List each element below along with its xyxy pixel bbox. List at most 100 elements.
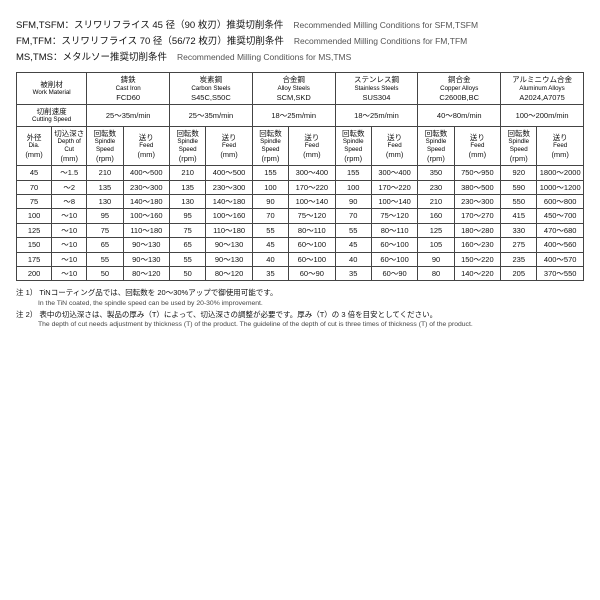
header-speed-value: 25～35m/min	[87, 104, 170, 126]
header-material: ステンレス鋼Stainless SteelsSUS304	[335, 73, 418, 105]
table-row: 70～2135230～300135230～300100170～220100170…	[17, 180, 584, 194]
header-feed: 送りFeed(mm)	[206, 127, 252, 166]
table-row: 150～106590～1306590～1304560～1004560～10010…	[17, 238, 584, 252]
header-work-material: 被削材Work Material	[17, 73, 87, 105]
cell-doc: ～10	[52, 223, 87, 237]
cell-feed: 1000～1200	[537, 180, 584, 194]
cell-rpm: 130	[87, 195, 123, 209]
cell-dia: 125	[17, 223, 52, 237]
cell-feed: 170～220	[371, 180, 417, 194]
cell-feed: 80～110	[371, 223, 417, 237]
cell-feed: 370～550	[537, 266, 584, 280]
cell-rpm: 105	[418, 238, 454, 252]
cell-feed: 80～120	[206, 266, 252, 280]
cell-rpm: 95	[170, 209, 206, 223]
cell-rpm: 210	[170, 166, 206, 180]
cell-feed: 110～180	[123, 223, 169, 237]
cell-rpm: 50	[87, 266, 123, 280]
cell-rpm: 75	[170, 223, 206, 237]
header-rpm: 回転数Spindle Speed(rpm)	[252, 127, 288, 166]
cell-rpm: 135	[170, 180, 206, 194]
cell-rpm: 65	[170, 238, 206, 252]
cell-doc: ～10	[52, 209, 87, 223]
title-row: MS,TMS：メタルソー推奨切削条件Recommended Milling Co…	[16, 50, 584, 66]
cell-feed: 80～120	[123, 266, 169, 280]
cell-feed: 100～160	[123, 209, 169, 223]
cell-feed: 140～180	[123, 195, 169, 209]
header-rpm: 回転数Spindle Speed(rpm)	[418, 127, 454, 166]
cell-feed: 90～130	[206, 238, 252, 252]
cell-rpm: 590	[501, 180, 537, 194]
cell-feed: 400～560	[537, 238, 584, 252]
cell-feed: 230～300	[206, 180, 252, 194]
cell-dia: 175	[17, 252, 52, 266]
conditions-table: 被削材Work Material鋳鉄Cast IronFCD60炭素鋼Carbo…	[16, 72, 584, 281]
cell-rpm: 35	[252, 266, 288, 280]
header-rpm: 回転数Spindle Speed(rpm)	[170, 127, 206, 166]
table-row: 175～105590～1305590～1304060～1004060～10090…	[17, 252, 584, 266]
cell-rpm: 50	[170, 266, 206, 280]
title-block: SFM,TSFM：スリワリフライス 45 径（90 枚刃）推奨切削条件Recom…	[16, 18, 584, 66]
cell-rpm: 210	[418, 195, 454, 209]
cell-rpm: 55	[252, 223, 288, 237]
footnote: 注 1） TiNコーティング品では、回転数を 20～30%アップで御使用可能です…	[16, 287, 584, 308]
cell-feed: 380～500	[454, 180, 500, 194]
cell-feed: 1800～2000	[537, 166, 584, 180]
cell-rpm: 350	[418, 166, 454, 180]
cell-rpm: 80	[418, 266, 454, 280]
cell-rpm: 95	[87, 209, 123, 223]
cell-feed: 60～100	[371, 252, 417, 266]
cell-feed: 100～140	[289, 195, 335, 209]
cell-doc: ～10	[52, 252, 87, 266]
cell-dia: 200	[17, 266, 52, 280]
cell-feed: 60～90	[289, 266, 335, 280]
table-row: 125～1075110～18075110～1805580～1105580～110…	[17, 223, 584, 237]
header-dia: 外径Dia.(mm)	[17, 127, 52, 166]
header-speed-value: 18～25m/min	[252, 104, 335, 126]
cell-feed: 170～270	[454, 209, 500, 223]
cell-rpm: 155	[335, 166, 371, 180]
header-feed: 送りFeed(mm)	[454, 127, 500, 166]
header-feed: 送りFeed(mm)	[537, 127, 584, 166]
cell-dia: 75	[17, 195, 52, 209]
header-speed-value: 18～25m/min	[335, 104, 418, 126]
cell-feed: 75～120	[371, 209, 417, 223]
cell-feed: 80～110	[289, 223, 335, 237]
cell-rpm: 40	[335, 252, 371, 266]
cell-feed: 60～100	[289, 238, 335, 252]
cell-rpm: 65	[87, 238, 123, 252]
cell-feed: 140～220	[454, 266, 500, 280]
cell-feed: 100～160	[206, 209, 252, 223]
cell-rpm: 75	[87, 223, 123, 237]
cell-rpm: 100	[335, 180, 371, 194]
cell-feed: 110～180	[206, 223, 252, 237]
cell-feed: 450～700	[537, 209, 584, 223]
header-cutting-speed: 切削速度Cutting Speed	[17, 104, 87, 126]
cell-feed: 60～100	[289, 252, 335, 266]
cell-rpm: 45	[252, 238, 288, 252]
cell-rpm: 920	[501, 166, 537, 180]
table-row: 100～1095100～16095100～1607075～1207075～120…	[17, 209, 584, 223]
cell-feed: 60～90	[371, 266, 417, 280]
cell-feed: 150～220	[454, 252, 500, 266]
header-feed: 送りFeed(mm)	[371, 127, 417, 166]
cell-rpm: 155	[252, 166, 288, 180]
cell-feed: 600～800	[537, 195, 584, 209]
cell-doc: ～10	[52, 238, 87, 252]
cell-feed: 100～140	[371, 195, 417, 209]
cell-feed: 140～180	[206, 195, 252, 209]
footnote: 注 2） 表中の切込深さは、製品の厚み（T）によって、切込深さの調整が必要です。…	[16, 309, 584, 330]
cell-feed: 90～130	[206, 252, 252, 266]
table-row: 45～1.5210400～500210400～500155300～4001553…	[17, 166, 584, 180]
table-row: 200～105080～1205080～1203560～903560～908014…	[17, 266, 584, 280]
cell-feed: 750～950	[454, 166, 500, 180]
cell-rpm: 275	[501, 238, 537, 252]
header-rpm: 回転数Spindle Speed(rpm)	[501, 127, 537, 166]
header-material: アルミニウム合金Aluminum AlloysA2024,A7075	[501, 73, 584, 105]
header-feed: 送りFeed(mm)	[289, 127, 335, 166]
header-rpm: 回転数Spindle Speed(rpm)	[335, 127, 371, 166]
cell-rpm: 330	[501, 223, 537, 237]
cell-rpm: 40	[252, 252, 288, 266]
title-row: SFM,TSFM：スリワリフライス 45 径（90 枚刃）推奨切削条件Recom…	[16, 18, 584, 34]
cell-rpm: 70	[252, 209, 288, 223]
